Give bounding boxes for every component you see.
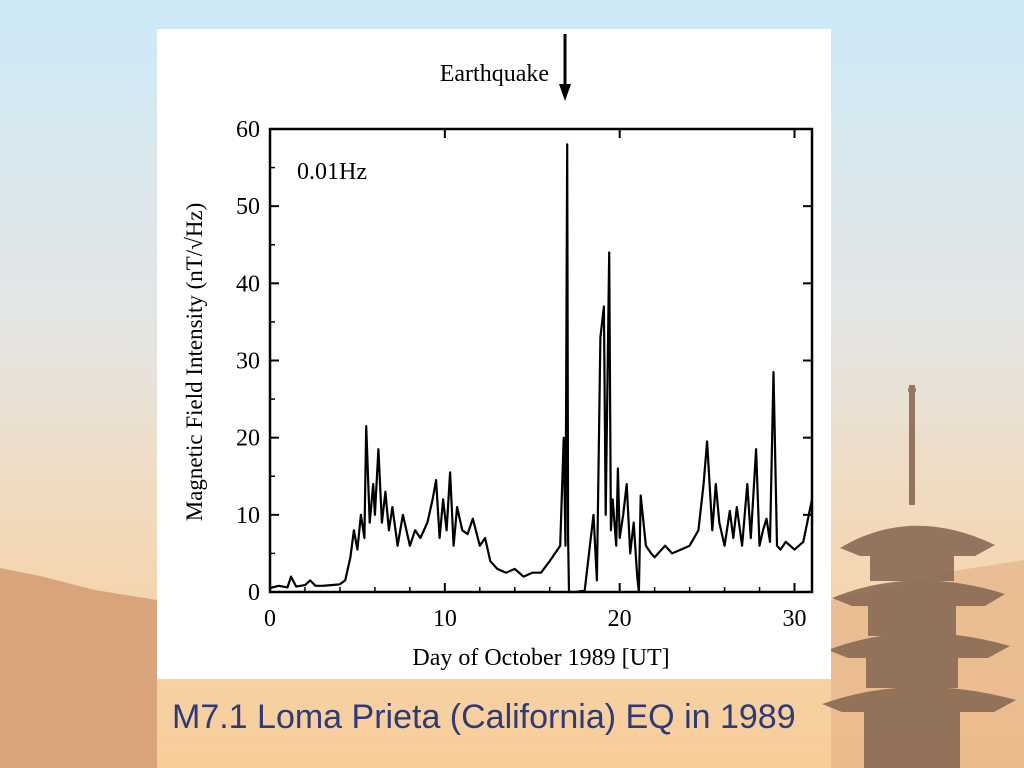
x-axis-title: Day of October 1989 [UT] [412, 645, 669, 671]
y-tick-label: 0 [248, 580, 260, 606]
x-tick-label: 10 [433, 606, 457, 632]
slide-caption: M7.1 Loma Prieta (California) EQ in 1989 [172, 698, 796, 736]
y-tick-label: 50 [236, 194, 260, 220]
pagoda-icon [822, 385, 1016, 768]
x-tick-label: 20 [608, 606, 632, 632]
figure-panel: Earthquake 0.01Hz Day of October 1989 [U… [157, 29, 831, 679]
y-tick-label: 20 [236, 426, 260, 452]
frequency-label: 0.01Hz [297, 159, 367, 185]
x-tick-label: 0 [264, 606, 276, 632]
y-tick-label: 40 [236, 271, 260, 297]
y-axis-title: Magnetic Field Intensity (nT/√Hz) [182, 203, 207, 522]
annotation-label: Earthquake [440, 61, 549, 87]
mountain-silhouette [0, 568, 157, 768]
magnetic-intensity-series-line [269, 143, 814, 594]
y-tick-label: 60 [236, 117, 260, 143]
y-tick-label: 30 [236, 349, 260, 375]
chart: Earthquake 0.01Hz Day of October 1989 [U… [182, 34, 814, 671]
annotation-arrow-icon [559, 34, 571, 101]
y-tick-label: 10 [236, 503, 260, 529]
x-tick-label: 30 [783, 606, 807, 632]
